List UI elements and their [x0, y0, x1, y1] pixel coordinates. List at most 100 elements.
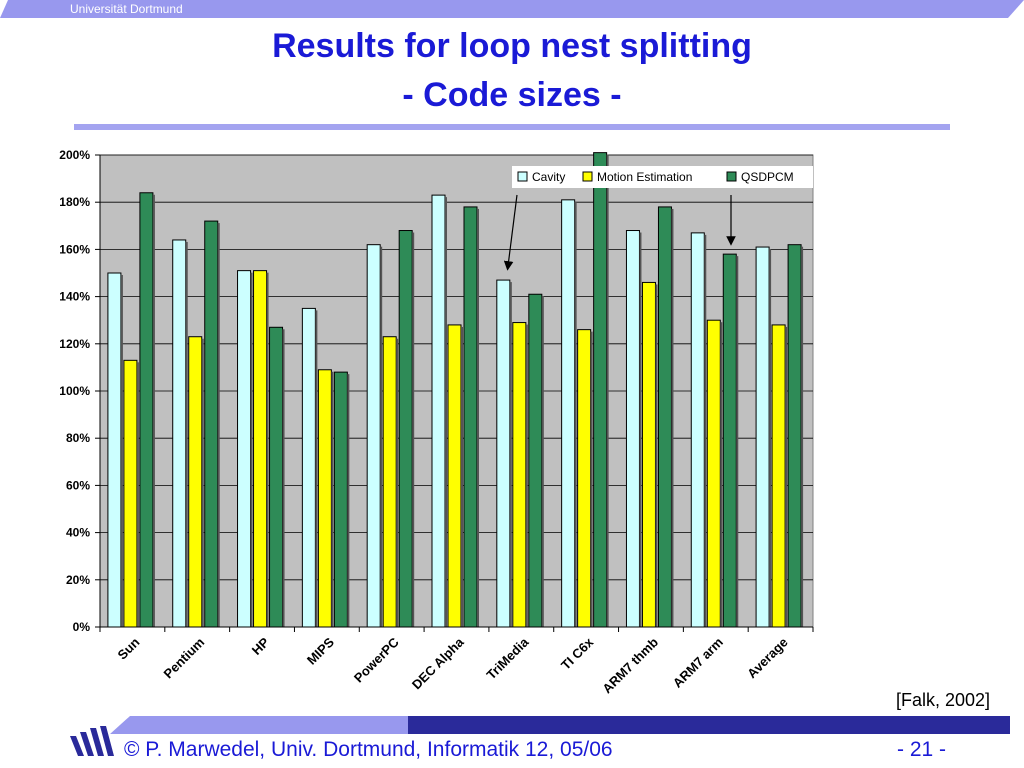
bar	[333, 371, 348, 628]
bar-shadow	[801, 246, 804, 627]
citation: [Falk, 2002]	[896, 690, 991, 710]
bar-shadow	[590, 331, 593, 627]
y-tick-label: 120%	[59, 337, 90, 351]
bar-shadow	[509, 282, 512, 627]
bar-shadow	[525, 324, 528, 627]
x-tick-label: TriMedia	[484, 634, 532, 682]
bar-shadow	[704, 234, 707, 627]
x-tick-label: ARM7 thmb	[599, 634, 661, 696]
bar	[204, 220, 219, 628]
bar-shadow	[541, 296, 544, 627]
bar-shadow	[315, 310, 318, 627]
university-logo-icon	[70, 726, 114, 756]
y-tick-label: 20%	[66, 573, 90, 587]
legend-label: Cavity	[532, 170, 565, 184]
bar	[382, 336, 397, 628]
bar	[496, 279, 511, 628]
bar	[593, 152, 608, 628]
y-tick-label: 40%	[66, 526, 90, 540]
legend-label: Motion Estimation	[597, 170, 692, 184]
legend-swatch	[517, 171, 528, 182]
x-tick-label: Sun	[115, 634, 143, 662]
bar	[722, 253, 737, 628]
bar-shadow	[250, 272, 253, 627]
x-tick-label: HP	[249, 634, 273, 658]
bar-shadow	[445, 197, 447, 627]
y-tick-label: 200%	[59, 148, 90, 162]
footer-bar	[110, 716, 1010, 734]
bar	[447, 324, 462, 628]
bar	[253, 270, 268, 628]
bar-shadow	[606, 154, 609, 627]
bar	[625, 230, 640, 628]
slide-title: Results for loop nest splitting	[272, 27, 752, 65]
university-name: Universität Dortmund	[70, 2, 183, 16]
bar-shadow	[282, 329, 285, 627]
x-tick-label: MIPS	[304, 634, 337, 667]
x-tick-label: Pentium	[160, 635, 207, 682]
y-tick-label: 100%	[59, 384, 90, 398]
bar-shadow	[412, 232, 415, 627]
bar-shadow	[769, 249, 772, 627]
bar	[755, 246, 770, 628]
bar	[317, 369, 332, 628]
bar	[657, 206, 672, 628]
page-number: - 21 -	[897, 738, 947, 761]
y-tick-label: 140%	[59, 290, 90, 304]
bar	[706, 319, 721, 628]
x-tick-label: ARM7 arm	[670, 635, 726, 691]
bar-shadow	[380, 246, 383, 627]
y-tick-label: 60%	[66, 478, 90, 492]
bar-shadow	[396, 338, 399, 627]
legend-swatch	[726, 171, 737, 182]
annotation-arrow	[503, 194, 518, 271]
bar	[188, 336, 203, 628]
legend-label: QSDPCM	[741, 170, 794, 184]
bar	[561, 199, 576, 628]
bar	[139, 192, 154, 628]
y-tick-label: 0%	[73, 620, 91, 634]
bar	[463, 206, 478, 628]
y-tick-label: 160%	[59, 242, 90, 256]
bar-shadow	[347, 374, 350, 627]
footer-copyright: © P. Marwedel, Univ. Dortmund, Informati…	[124, 738, 613, 761]
bar	[787, 244, 802, 628]
code-size-chart: 0% 20% 40% 60% 80% 100% 120% 140% 160% 180% 200% Su…	[59, 148, 814, 696]
bar-shadow	[185, 241, 188, 627]
bar	[237, 270, 252, 628]
bar-shadow	[461, 326, 463, 627]
bar-shadow	[152, 194, 155, 627]
bar	[690, 232, 705, 628]
bar	[123, 359, 138, 628]
bar-shadow	[655, 284, 658, 627]
bar-shadow	[120, 275, 123, 627]
bar-shadow	[136, 362, 139, 627]
bar-shadow	[477, 208, 479, 628]
bar	[641, 281, 656, 628]
bar-shadow	[785, 326, 788, 627]
bar	[771, 324, 786, 628]
bar	[269, 326, 284, 628]
x-tick-label: Average	[744, 635, 791, 682]
header-bar	[0, 0, 1024, 18]
bar	[172, 239, 187, 628]
bar	[431, 194, 446, 628]
bar	[512, 322, 527, 628]
bar-shadow	[639, 232, 642, 627]
x-tick-label: DEC Alpha	[409, 634, 467, 692]
bar-shadow	[217, 223, 220, 627]
bar-shadow	[574, 201, 577, 627]
x-tick-label: PowerPC	[351, 634, 402, 685]
bar-shadow	[671, 208, 674, 628]
bar-shadow	[331, 371, 334, 627]
x-tick-label: TI C6x	[558, 634, 597, 673]
bar	[301, 307, 316, 628]
bar	[528, 293, 543, 628]
y-tick-label: 80%	[66, 431, 90, 445]
legend-swatch	[582, 171, 593, 182]
bar	[366, 244, 381, 628]
bar	[107, 272, 122, 628]
bar-shadow	[720, 322, 723, 627]
y-tick-label: 180%	[59, 195, 90, 209]
title-divider	[74, 124, 950, 130]
